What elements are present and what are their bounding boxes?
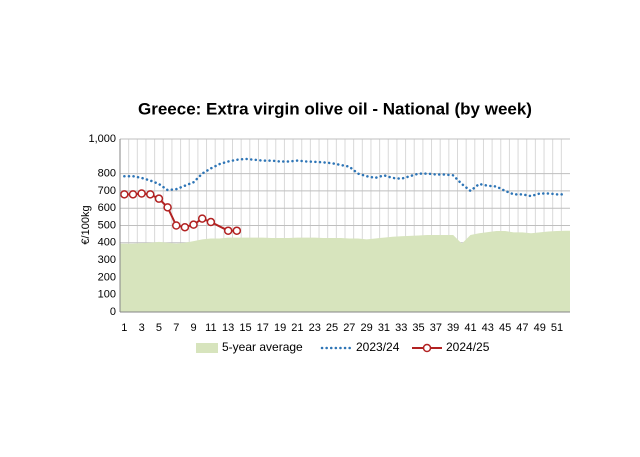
marker (146, 190, 155, 199)
y-tick-label: 800 (98, 168, 116, 180)
y-tick-label: 500 (98, 219, 116, 231)
y-tick-label: 700 (98, 185, 116, 197)
marker (232, 226, 242, 235)
x-tick-label: 17 (257, 322, 269, 334)
x-tick-label: 45 (499, 322, 511, 334)
x-tick-label: 49 (534, 322, 546, 334)
x-tick-label: 21 (291, 322, 303, 334)
marker (180, 222, 190, 232)
marker (128, 190, 138, 199)
x-tick-label: 15 (239, 322, 251, 334)
chart-title: Greece: Extra virgin olive oil - Nationa… (138, 99, 532, 118)
x-tick-label: 7 (173, 322, 179, 334)
x-tick-label: 19 (274, 322, 286, 334)
legend-label: 2023/24 (356, 340, 400, 354)
x-tick-label: 39 (447, 322, 459, 334)
y-tick-label: 400 (98, 237, 116, 249)
x-tick-label: 25 (326, 322, 338, 334)
marker (172, 221, 181, 230)
area (120, 230, 570, 312)
marker (223, 226, 233, 235)
x-tick-label: 13 (222, 322, 234, 334)
legend-swatch (422, 343, 432, 353)
marker (189, 220, 198, 229)
x-tick-label: 35 (412, 322, 424, 334)
y-tick-label: 300 (98, 254, 116, 266)
marker (154, 194, 164, 203)
marker (197, 214, 207, 223)
x-tick-label: 51 (551, 322, 563, 334)
x-tick-label: 27 (343, 322, 355, 334)
x-tick-label: 29 (361, 322, 373, 334)
x-tick-label: 1 (121, 322, 127, 334)
marker (137, 189, 146, 198)
x-tick-label: 43 (482, 322, 494, 334)
x-tick-label: 5 (156, 322, 162, 334)
x-tick-label: 9 (190, 322, 196, 334)
marker (163, 203, 172, 212)
legend-swatch (196, 343, 218, 353)
x-tick-label: 23 (309, 322, 321, 334)
x-tick-label: 41 (464, 322, 476, 334)
y-tick-label: 0 (110, 306, 116, 318)
legend-label: 2024/25 (446, 340, 490, 354)
marker (206, 217, 216, 227)
y-tick-label: 1,000 (88, 133, 116, 145)
marker (120, 190, 129, 199)
y-axis-label: €/100kg (80, 205, 92, 244)
x-tick-label: 11 (205, 322, 216, 334)
x-tick-label: 47 (516, 322, 528, 334)
legend-label: 5-year average (222, 340, 303, 354)
x-tick-label: 3 (139, 322, 145, 334)
y-tick-label: 600 (98, 202, 116, 214)
x-tick-label: 33 (395, 322, 407, 334)
y-tick-label: 100 (98, 289, 116, 301)
x-tick-label: 31 (378, 322, 390, 334)
x-tick-label: 37 (430, 322, 442, 334)
y-tick-label: 200 (98, 271, 116, 283)
